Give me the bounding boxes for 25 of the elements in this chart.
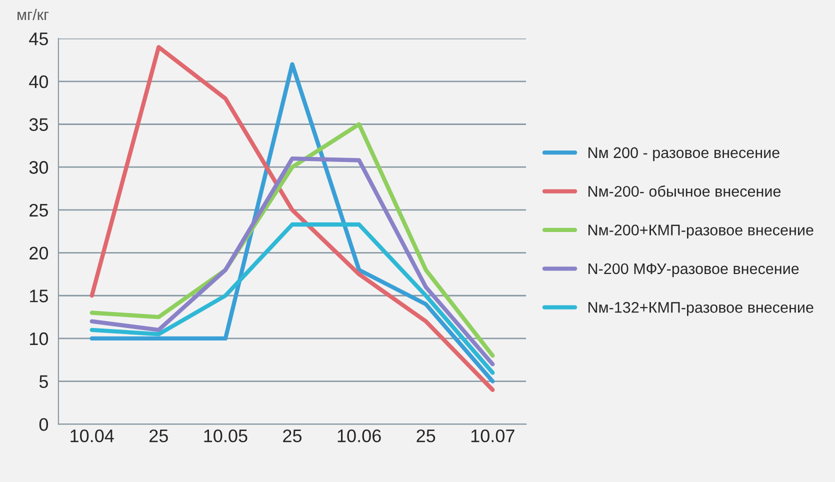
x-tick-label: 10.07	[471, 430, 514, 442]
y-tick-label: 5	[39, 375, 48, 388]
y-axis-title: мг/кг	[18, 8, 49, 20]
x-tick-label: 25	[283, 430, 302, 442]
x-tick-label: 10.06	[338, 430, 381, 442]
line-series	[90, 156, 495, 366]
x-tick-label: 10.05	[204, 430, 248, 442]
y-tick-label: 45	[29, 32, 48, 46]
y-tick-label: 0	[39, 418, 48, 431]
y-tick-label: 20	[30, 246, 48, 260]
legend-label: Nм-200- обычное внесение	[588, 185, 781, 197]
y-tick-label: 15	[30, 290, 48, 302]
legend-label: Nм-200+КМП-разовое внесение	[588, 224, 814, 238]
x-tick-label: 25	[416, 430, 436, 442]
y-tick-label: 10	[30, 332, 48, 346]
y-tick-label: 35	[29, 118, 48, 131]
legend-label: N-200 МФУ-разовое внесение	[588, 263, 799, 278]
y-tick-label: 30	[29, 161, 48, 174]
legend-label: Nм-132+КМП-разовое внесение	[588, 302, 814, 316]
y-tick-label: 25	[30, 204, 48, 217]
legend-label: Nм 200 - разовое внесение	[588, 147, 780, 162]
line-series	[90, 222, 495, 375]
x-tick-label: 10.04	[70, 430, 114, 442]
y-tick-label: 40	[29, 75, 48, 88]
x-tick-label: 25	[150, 430, 168, 442]
